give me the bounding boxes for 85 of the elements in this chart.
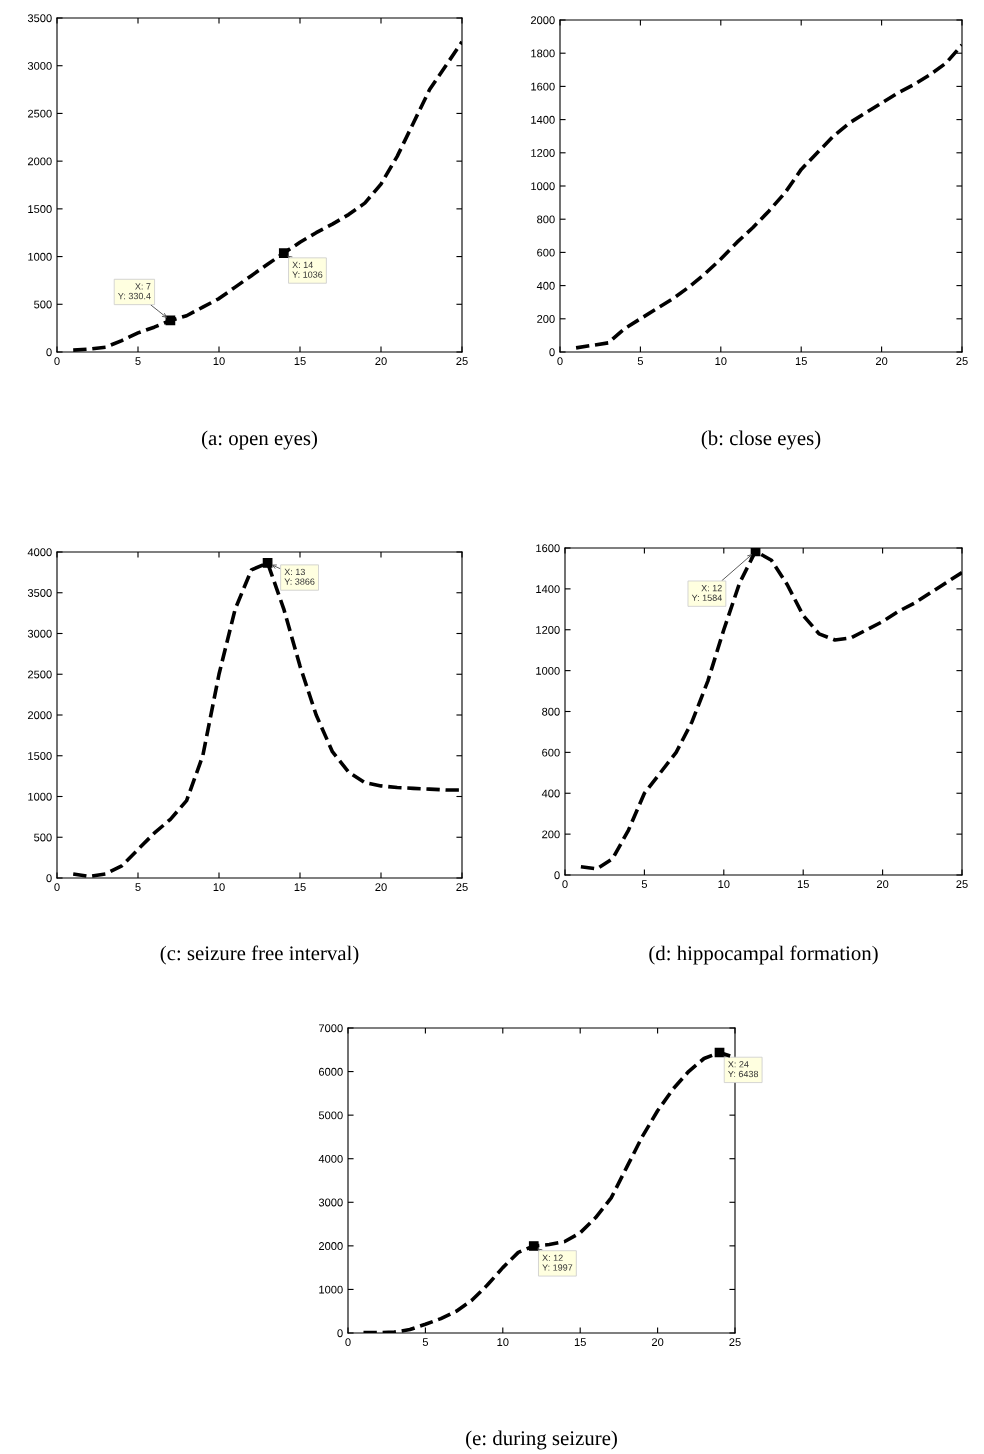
y-tick-label: 4000	[27, 548, 52, 557]
y-tick-label: 2500	[27, 670, 52, 679]
x-tick-label: 25	[956, 880, 968, 889]
y-tick-label: 4000	[318, 1154, 343, 1163]
text: (c: seizure free interval)	[160, 945, 359, 965]
y-tick-label: 1400	[536, 585, 560, 594]
x-tick-label: 20	[375, 357, 387, 366]
x-tick-label: 25	[456, 883, 468, 892]
x-tick-label: 25	[456, 357, 468, 366]
x-tick-label: 20	[876, 880, 889, 889]
y-tick-label: 0	[46, 348, 52, 357]
x-tick-label: 10	[715, 357, 727, 366]
x-tick-label: 5	[422, 1338, 429, 1347]
y-tick-label: 1500	[28, 205, 52, 213]
x-tick-label: 10	[497, 1338, 509, 1347]
y-tick-label: 3000	[27, 61, 52, 70]
y-tick-label: 0	[554, 871, 560, 880]
x-tick-label: 0	[345, 1338, 351, 1347]
y-tick-label: 1600	[531, 82, 555, 91]
x-tick-label: 25	[729, 1338, 741, 1347]
y-tick-label: 3500	[27, 589, 52, 597]
x-tick-label: 10	[213, 883, 225, 892]
x-tick-label: 20	[651, 1338, 664, 1347]
y-tick-label: 200	[537, 315, 555, 323]
y-tick-label: 2000	[27, 157, 52, 166]
y-tick-label: 7000	[318, 1024, 343, 1033]
y-tick-label: 800	[537, 215, 555, 224]
y-tick-label: 0	[549, 348, 555, 357]
y-tick-label: 1200	[531, 149, 555, 157]
x-tick-label: 15	[294, 883, 306, 892]
x-tick-label: 15	[797, 880, 809, 889]
annotation: X: 7 Y: 330.4	[118, 283, 151, 300]
x-tick-label: 15	[574, 1338, 586, 1347]
text: (a: open eyes)	[201, 430, 317, 450]
x-tick-label: 5	[637, 357, 644, 366]
x-tick-label: 0	[54, 357, 60, 366]
annotation: X: 12 Y: 1997	[542, 1254, 573, 1271]
x-tick-label: 0	[562, 880, 568, 889]
x-tick-label: 5	[641, 880, 648, 889]
y-tick-label: 1500	[28, 752, 52, 760]
y-tick-label: 400	[536, 281, 555, 290]
y-tick-label: 2500	[27, 109, 52, 118]
x-tick-label: 5	[135, 357, 141, 366]
x-tick-label: 25	[956, 357, 968, 366]
y-tick-label: 1600	[536, 544, 560, 553]
y-tick-label: 400	[541, 789, 560, 798]
y-tick-label: 3000	[318, 1198, 343, 1207]
y-tick-label: 500	[34, 300, 52, 309]
y-tick-label: 1800	[531, 49, 555, 58]
y-tick-label: 2000	[27, 711, 52, 720]
y-tick-label: 1000	[28, 792, 52, 801]
annotation: X: 14 Y: 1036	[292, 261, 323, 278]
x-tick-label: 10	[718, 880, 730, 889]
y-tick-label: 0	[337, 1329, 343, 1338]
y-tick-label: 3000	[27, 629, 52, 638]
y-tick-label: 1400	[531, 115, 555, 124]
annotation: X: 13 Y: 3866	[284, 568, 315, 585]
x-tick-label: 5	[135, 883, 141, 892]
y-tick-label: 200	[542, 830, 560, 839]
x-tick-label: 0	[54, 883, 60, 892]
y-tick-label: 500	[34, 833, 52, 842]
x-tick-label: 20	[375, 883, 387, 892]
y-tick-label: 600	[542, 748, 560, 757]
y-tick-label: 1000	[28, 252, 52, 261]
y-tick-label: 1200	[536, 626, 560, 634]
y-tick-label: 600	[537, 248, 555, 257]
y-tick-label: 0	[46, 874, 52, 883]
x-tick-label: 15	[795, 357, 807, 366]
x-tick-label: 10	[213, 357, 225, 366]
x-tick-label: 20	[875, 357, 888, 366]
annotation: X: 12 Y: 1584	[691, 584, 722, 601]
y-tick-label: 800	[542, 707, 560, 716]
y-tick-label: 2000	[318, 1242, 343, 1250]
y-tick-label: 3500	[27, 14, 52, 23]
annotation: X: 24 Y: 6438	[728, 1061, 759, 1078]
y-tick-label: 1000	[531, 182, 555, 191]
y-tick-label: 1000	[319, 1285, 343, 1294]
x-tick-label: 15	[294, 357, 306, 366]
y-tick-label: 2000	[530, 16, 555, 25]
y-tick-label: 6000	[318, 1067, 343, 1076]
text: (b: close eyes)	[701, 430, 821, 450]
y-tick-label: 1000	[536, 666, 560, 675]
y-tick-label: 5000	[318, 1111, 343, 1120]
text: (d: hippocampal formation)	[649, 945, 878, 965]
text: (e: during seizure)	[466, 1430, 617, 1450]
